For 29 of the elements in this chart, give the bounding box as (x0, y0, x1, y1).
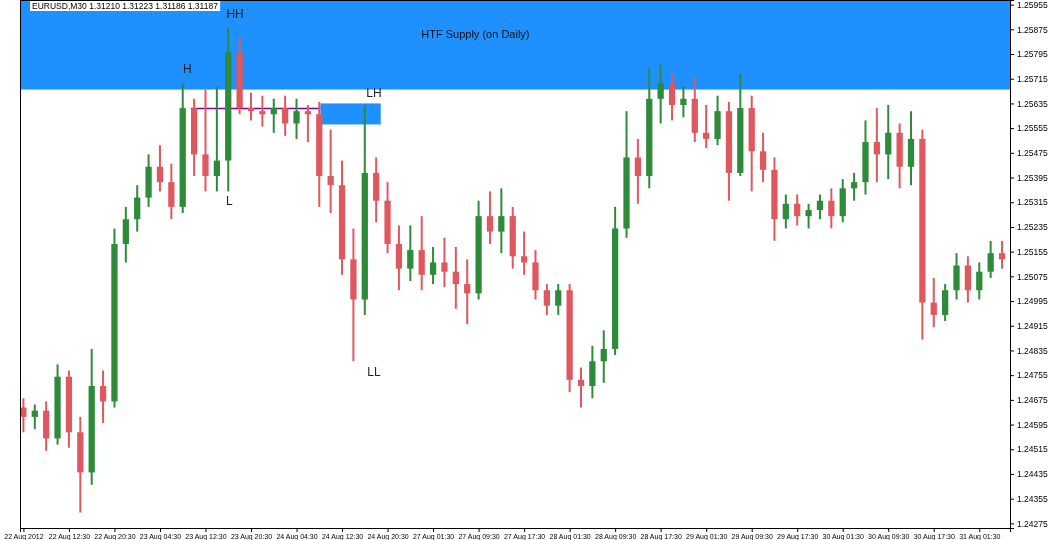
y-tick-label: 1.25955 (1017, 0, 1048, 10)
y-tick-label: 1.25235 (1017, 222, 1048, 233)
y-tick-label: 1.24275 (1017, 518, 1048, 529)
y-tick-label: 1.24835 (1017, 345, 1048, 356)
y-tick-label: 1.25795 (1017, 49, 1048, 60)
annotation: LH (366, 86, 382, 101)
y-tick-label: 1.25555 (1017, 123, 1048, 134)
y-tick-label: 1.25395 (1017, 172, 1048, 183)
chart-title: EURUSD,M30 1.31210 1.31223 1.31186 1.31187 (32, 1, 219, 11)
y-tick-label: 1.24355 (1017, 493, 1048, 504)
y-tick-label: 1.24755 (1017, 370, 1048, 381)
annotation: L (226, 193, 234, 208)
y-tick-label: 1.24995 (1017, 296, 1048, 307)
band-label: HTF Supply (on Daily) (421, 27, 530, 40)
y-tick-label: 1.25075 (1017, 271, 1048, 282)
y-tick-label: 1.25155 (1017, 246, 1048, 257)
y-tick-label: 1.25715 (1017, 73, 1048, 84)
y-tick-label: 1.24675 (1017, 395, 1048, 406)
annotation: LL (367, 365, 381, 380)
y-tick-label: 1.24515 (1017, 444, 1048, 455)
y-tick-label: 1.24435 (1017, 469, 1048, 480)
y-tick-label: 1.25635 (1017, 98, 1048, 109)
annotation: H (182, 61, 192, 76)
y-tick-label: 1.24915 (1017, 320, 1048, 331)
y-tick-label: 1.25315 (1017, 197, 1048, 208)
annotation: HH (226, 6, 244, 21)
y-tick-label: 1.24595 (1017, 419, 1048, 430)
y-tick-label: 1.25475 (1017, 148, 1048, 159)
y-tick-label: 1.25875 (1017, 24, 1048, 35)
